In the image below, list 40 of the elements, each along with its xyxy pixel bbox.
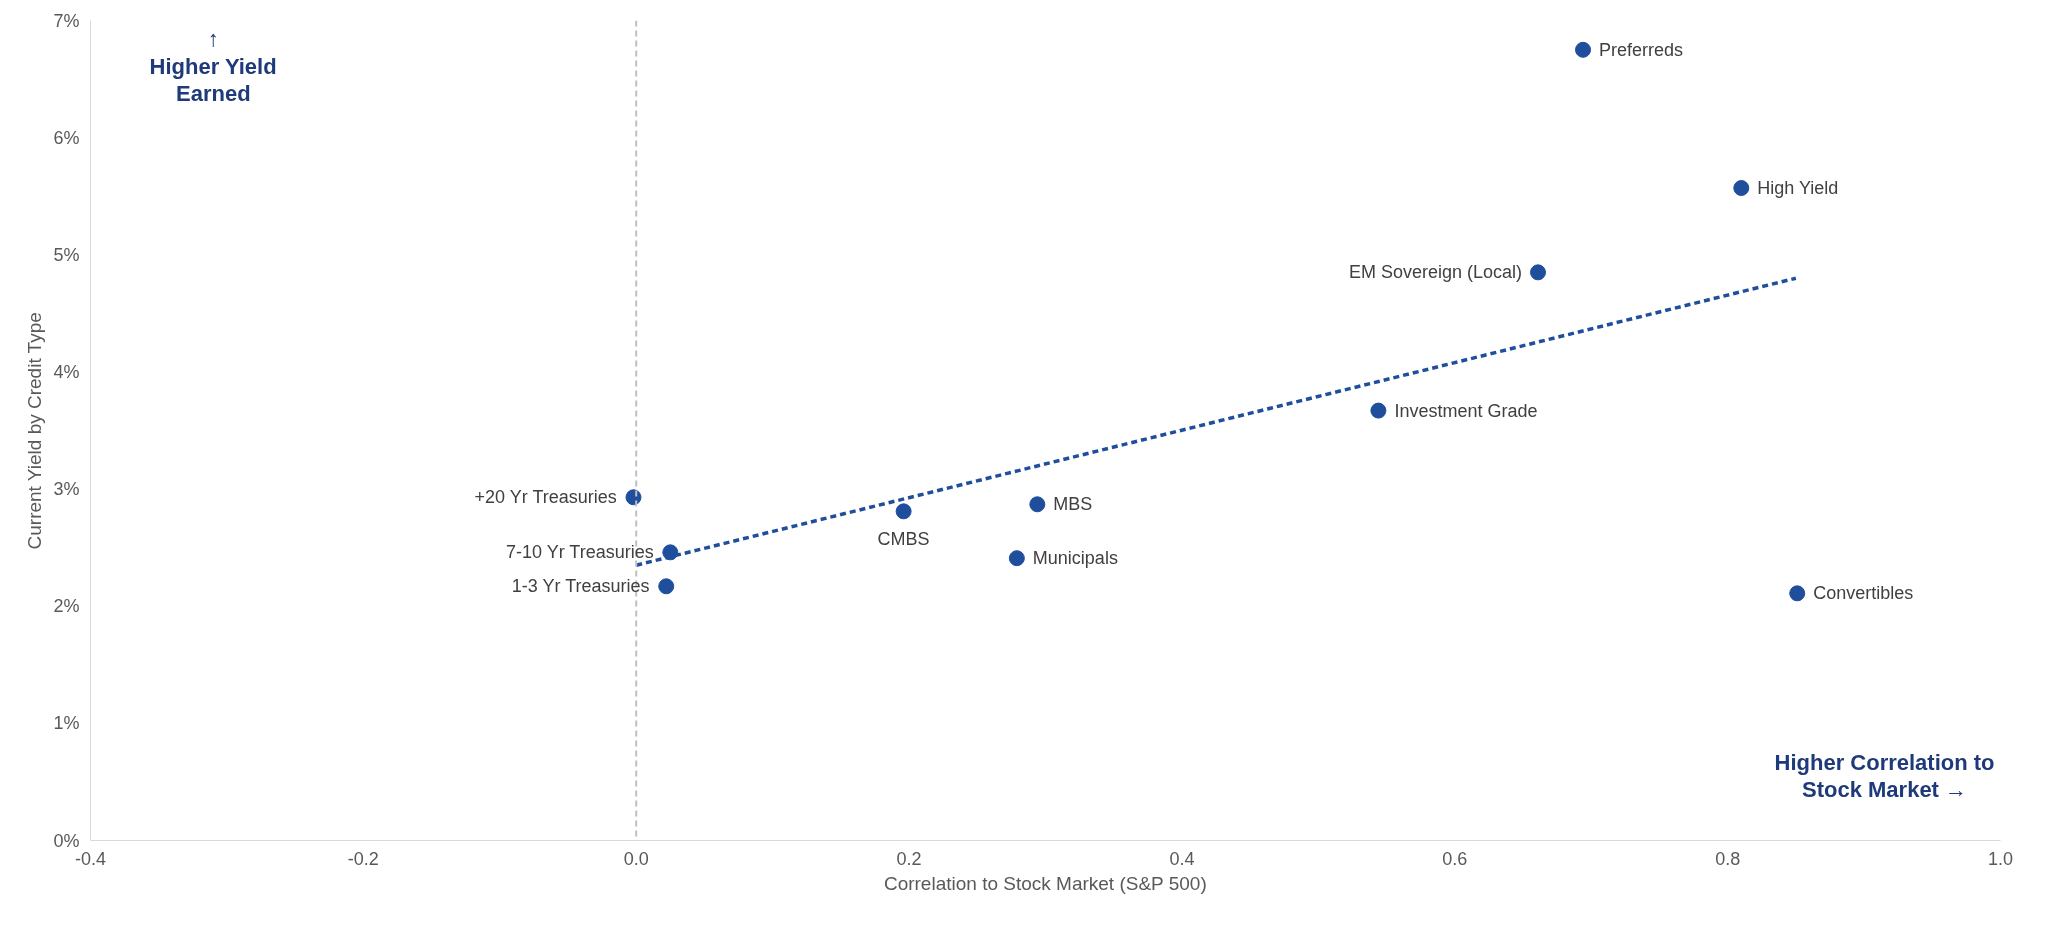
y-tick-label: 1% <box>53 713 80 734</box>
point <box>1789 585 1806 602</box>
annotation: Preferreds <box>1599 39 1684 60</box>
point <box>1008 550 1025 567</box>
y-tick-label: 4% <box>53 361 80 382</box>
x-axis-title: Correlation to Stock Market (S&P 500) <box>883 872 1207 894</box>
point <box>1530 264 1547 281</box>
x-tick-label: 0.6 <box>1442 848 1468 869</box>
y-tick-label: 2% <box>53 596 80 617</box>
annotation: +20 Yr Treasuries <box>474 487 617 508</box>
y-tick-label: 7% <box>53 10 80 31</box>
annotation: Municipals <box>1032 548 1118 569</box>
x-tick-label: -0.2 <box>347 848 379 869</box>
annotation: 1-3 Yr Treasuries <box>511 576 650 597</box>
point <box>1029 496 1046 513</box>
y-tick-label: 0% <box>53 830 80 851</box>
y-tick-label: 5% <box>53 244 80 265</box>
y-axis-title: Current Yield by Credit Type <box>24 312 46 550</box>
annotation: Investment Grade <box>1394 400 1538 421</box>
annotation: Higher Correlation to Stock Market → <box>1774 749 1995 803</box>
x-tick-label: -0.4 <box>74 848 107 869</box>
annotation: Convertibles <box>1813 583 1914 604</box>
point <box>1733 180 1750 196</box>
x-tick-label: 0.0 <box>623 848 649 869</box>
annotation: MBS <box>1053 494 1093 515</box>
annotation: EM Sovereign (Local) <box>1348 262 1523 283</box>
point <box>1575 41 1592 58</box>
x-tick-label: 0.2 <box>896 848 922 869</box>
y-tick-label: 6% <box>53 127 80 148</box>
point <box>1370 402 1387 419</box>
annotation: CMBS <box>877 529 930 550</box>
x-tick-label: 0.8 <box>1715 848 1741 869</box>
annotation: High Yield <box>1757 178 1839 199</box>
x-tick-label: 1.0 <box>1987 848 2014 869</box>
point <box>658 578 675 595</box>
annotation: ↑ Higher Yield Earned <box>149 26 277 107</box>
x-tick-label: 0.4 <box>1169 848 1195 869</box>
y-tick-label: 3% <box>53 479 80 500</box>
point <box>895 503 912 520</box>
annotation: 7-10 Yr Treasuries <box>505 542 654 563</box>
